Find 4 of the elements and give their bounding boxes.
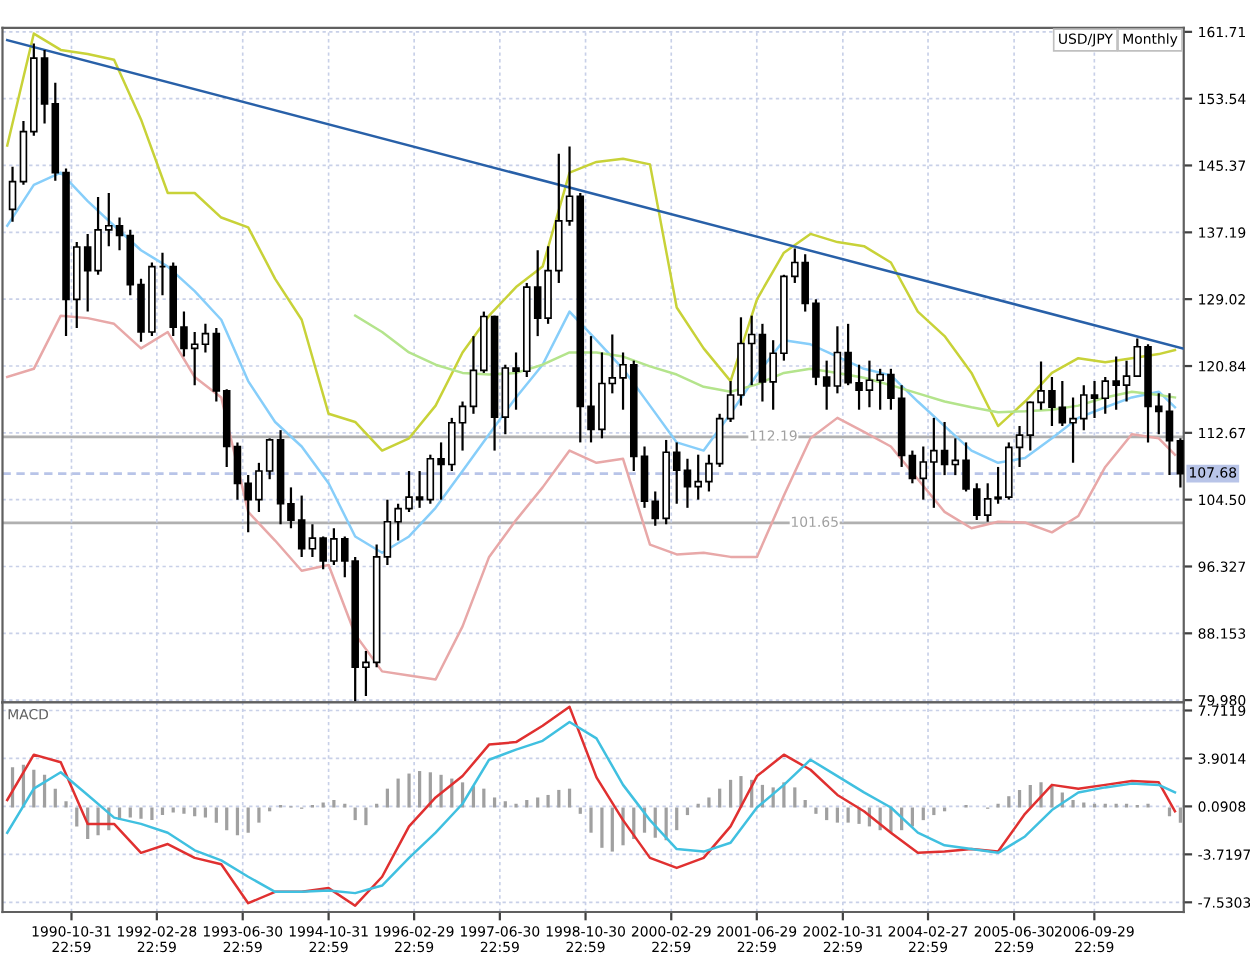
line-series [6,32,1177,452]
candlestick [201,322,210,354]
line-series [6,171,1177,555]
candlestick [8,165,17,223]
